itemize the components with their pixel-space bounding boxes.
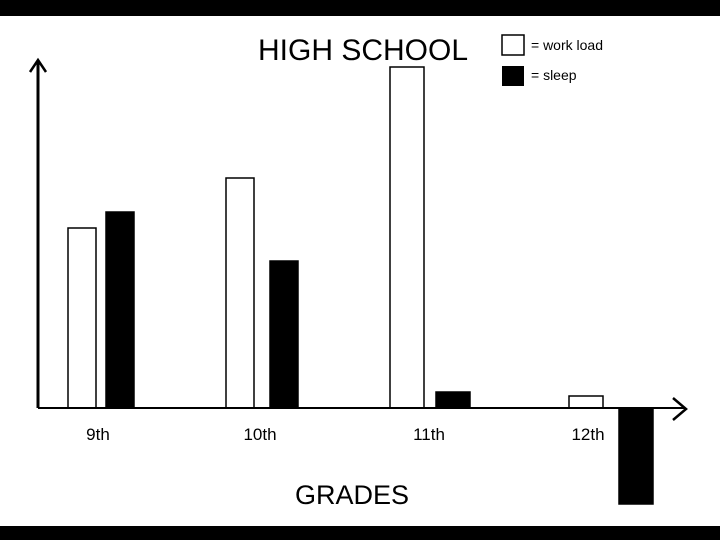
x-axis-arrowhead bbox=[672, 397, 688, 421]
x-tick-label-12th: 12th bbox=[571, 425, 604, 444]
bar-work-load-12th bbox=[568, 395, 604, 409]
legend-swatch-work-load bbox=[501, 34, 525, 56]
legend-label-work-load: = work load bbox=[531, 37, 603, 53]
x-tick-labels: 9th 10th 11th 12th bbox=[86, 425, 604, 444]
bar-sleep-9th bbox=[105, 211, 135, 409]
legend: = work load = sleep bbox=[501, 34, 603, 86]
bar-sleep-10th bbox=[269, 260, 299, 409]
bar-work-load-11th bbox=[389, 66, 425, 409]
x-axis-label: GRADES bbox=[295, 480, 409, 510]
bar-work-load-9th bbox=[67, 227, 97, 409]
bottom-frame-band bbox=[0, 526, 720, 540]
top-frame-band bbox=[0, 0, 720, 16]
y-axis bbox=[28, 57, 48, 408]
x-tick-label-11th: 11th bbox=[413, 425, 445, 444]
x-tick-label-10th: 10th bbox=[243, 425, 276, 444]
legend-swatch-sleep bbox=[502, 66, 524, 86]
bars-group bbox=[67, 66, 654, 505]
legend-label-sleep: = sleep bbox=[531, 67, 577, 83]
chart-title: HIGH SCHOOL bbox=[258, 34, 468, 67]
y-axis-arrowhead bbox=[28, 57, 48, 73]
bar-sleep-11th bbox=[435, 391, 471, 409]
bar-work-load-10th bbox=[225, 177, 255, 409]
x-axis bbox=[38, 397, 688, 421]
bar-sleep-12th bbox=[618, 407, 654, 505]
x-tick-label-9th: 9th bbox=[86, 425, 110, 444]
